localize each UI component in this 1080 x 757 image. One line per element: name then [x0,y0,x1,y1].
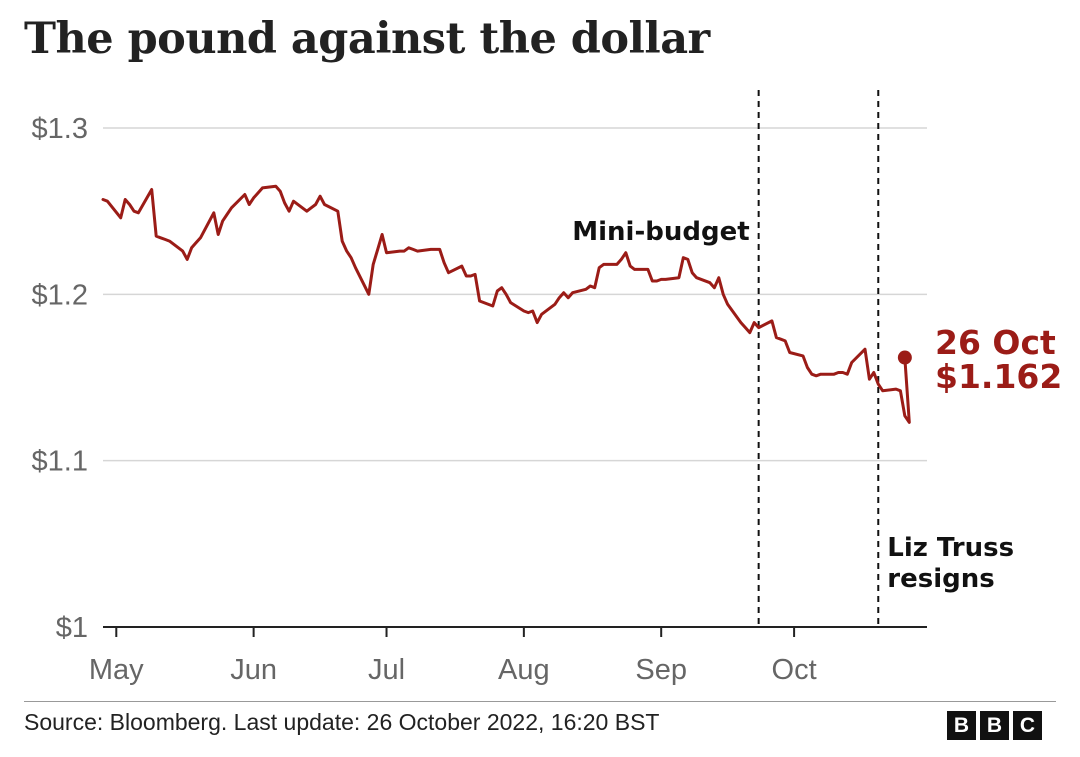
bbc-logo: B B C [947,711,1042,740]
chart-title: The pound against the dollar [24,14,710,64]
y-tick-label: $1.3 [32,113,88,145]
logo-letter: B [947,711,976,740]
x-tick-label: Jun [230,654,277,686]
annotation-truss-resigns: resigns [887,564,994,594]
footer-divider [24,701,1056,702]
x-axis [103,626,927,637]
gbp-usd-line [101,184,911,424]
source-note: Source: Bloomberg. Last update: 26 Octob… [24,709,660,735]
gridlines [103,127,927,462]
logo-letter: B [980,711,1009,740]
logo-letter: C [1013,711,1042,740]
annotation-mini-budget: Mini-budget [572,217,749,247]
event-markers [757,90,880,627]
end-point-marker [897,350,912,365]
series-layer [101,184,912,424]
end-value-label: $1.162 [935,357,1062,396]
x-tick-label: Aug [498,654,550,686]
y-tick-label: $1.2 [32,279,88,311]
x-tick-label: Oct [772,654,817,686]
x-tick-label: May [89,654,144,686]
y-tick-label: $1.1 [32,446,88,478]
y-tick-label: $1 [56,612,88,644]
end-value-label: 26 Oct [935,323,1056,362]
annotation-truss-resigns: Liz Truss [887,533,1014,563]
x-tick-label: Sep [635,654,687,686]
x-tick-label: Jul [368,654,405,686]
